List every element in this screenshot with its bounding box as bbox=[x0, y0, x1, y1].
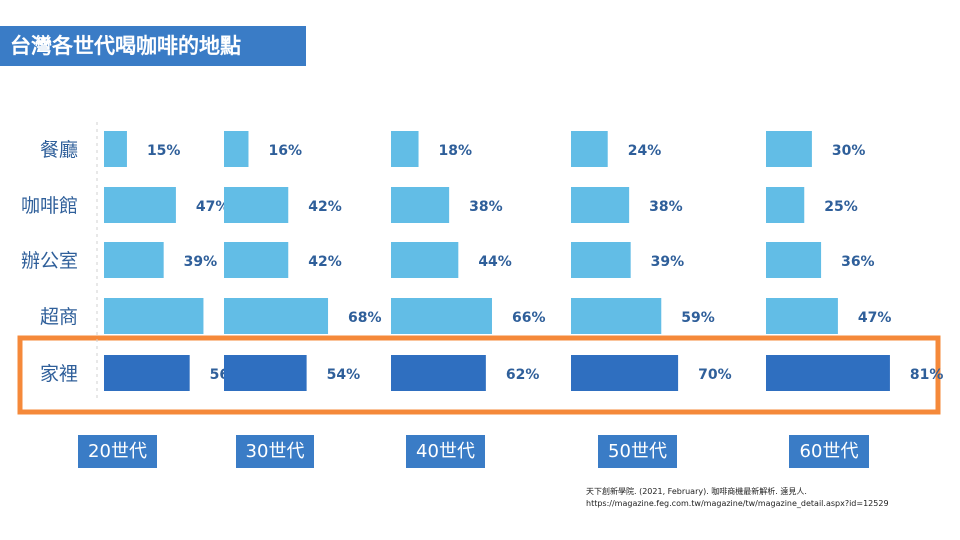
bar bbox=[766, 355, 890, 391]
value-label: 24% bbox=[628, 143, 662, 159]
generation-label: 50世代 bbox=[598, 435, 677, 468]
value-label: 25% bbox=[824, 199, 858, 215]
value-label: 44% bbox=[478, 254, 512, 270]
bar bbox=[766, 298, 838, 334]
generation-label: 40世代 bbox=[406, 435, 485, 468]
bar bbox=[224, 242, 289, 278]
bar bbox=[571, 355, 679, 391]
value-label: 39% bbox=[651, 254, 685, 270]
bar bbox=[104, 298, 204, 334]
source-line-2: https://magazine.feg.com.tw/magazine/tw/… bbox=[586, 499, 889, 508]
value-label: 36% bbox=[841, 254, 875, 270]
chart-title: 台灣各世代喝咖啡的地點 bbox=[0, 26, 306, 66]
bar bbox=[571, 242, 631, 278]
bar bbox=[104, 131, 127, 167]
bar bbox=[766, 131, 812, 167]
value-label: 54% bbox=[327, 367, 361, 383]
source-line-1: 天下創新學院. (2021, February). 咖啡商機最新解析. 遠見人. bbox=[586, 487, 807, 496]
value-label: 18% bbox=[439, 143, 473, 159]
value-label: 30% bbox=[832, 143, 866, 159]
bar bbox=[104, 187, 176, 223]
bar bbox=[391, 131, 419, 167]
bar bbox=[224, 298, 329, 334]
bar bbox=[571, 187, 630, 223]
generation-label: 60世代 bbox=[789, 435, 869, 468]
bar bbox=[571, 298, 662, 334]
bar bbox=[224, 187, 289, 223]
value-label: 81% bbox=[910, 367, 944, 383]
value-label: 59% bbox=[681, 310, 715, 326]
value-label: 70% bbox=[698, 367, 732, 383]
value-label: 42% bbox=[308, 199, 342, 215]
value-label: 42% bbox=[308, 254, 342, 270]
generation-label: 30世代 bbox=[236, 435, 314, 468]
value-label: 47% bbox=[858, 310, 892, 326]
bar bbox=[766, 187, 805, 223]
value-label: 16% bbox=[268, 143, 302, 159]
value-label: 62% bbox=[506, 367, 540, 383]
category-label: 咖啡館 bbox=[21, 195, 78, 217]
category-label: 餐廳 bbox=[40, 139, 78, 161]
value-label: 15% bbox=[147, 143, 181, 159]
value-label: 66% bbox=[512, 310, 546, 326]
category-label: 家裡 bbox=[40, 363, 78, 385]
category-label: 辦公室 bbox=[21, 250, 78, 272]
value-label: 39% bbox=[184, 254, 218, 270]
bar bbox=[391, 298, 492, 334]
bar bbox=[766, 242, 822, 278]
bar bbox=[571, 131, 608, 167]
bar bbox=[104, 242, 164, 278]
bar bbox=[391, 242, 459, 278]
bar bbox=[391, 355, 486, 391]
generation-label: 20世代 bbox=[78, 435, 157, 468]
category-label: 超商 bbox=[40, 306, 78, 328]
highlight-frame bbox=[17, 335, 941, 415]
value-label: 47% bbox=[196, 199, 230, 215]
bar bbox=[224, 355, 307, 391]
bar bbox=[104, 355, 190, 391]
bar bbox=[391, 187, 450, 223]
value-label: 38% bbox=[649, 199, 683, 215]
value-label: 68% bbox=[348, 310, 382, 326]
source-citation: 天下創新學院. (2021, February). 咖啡商機最新解析. 遠見人.… bbox=[586, 486, 889, 510]
bar bbox=[224, 131, 249, 167]
value-label: 38% bbox=[469, 199, 503, 215]
